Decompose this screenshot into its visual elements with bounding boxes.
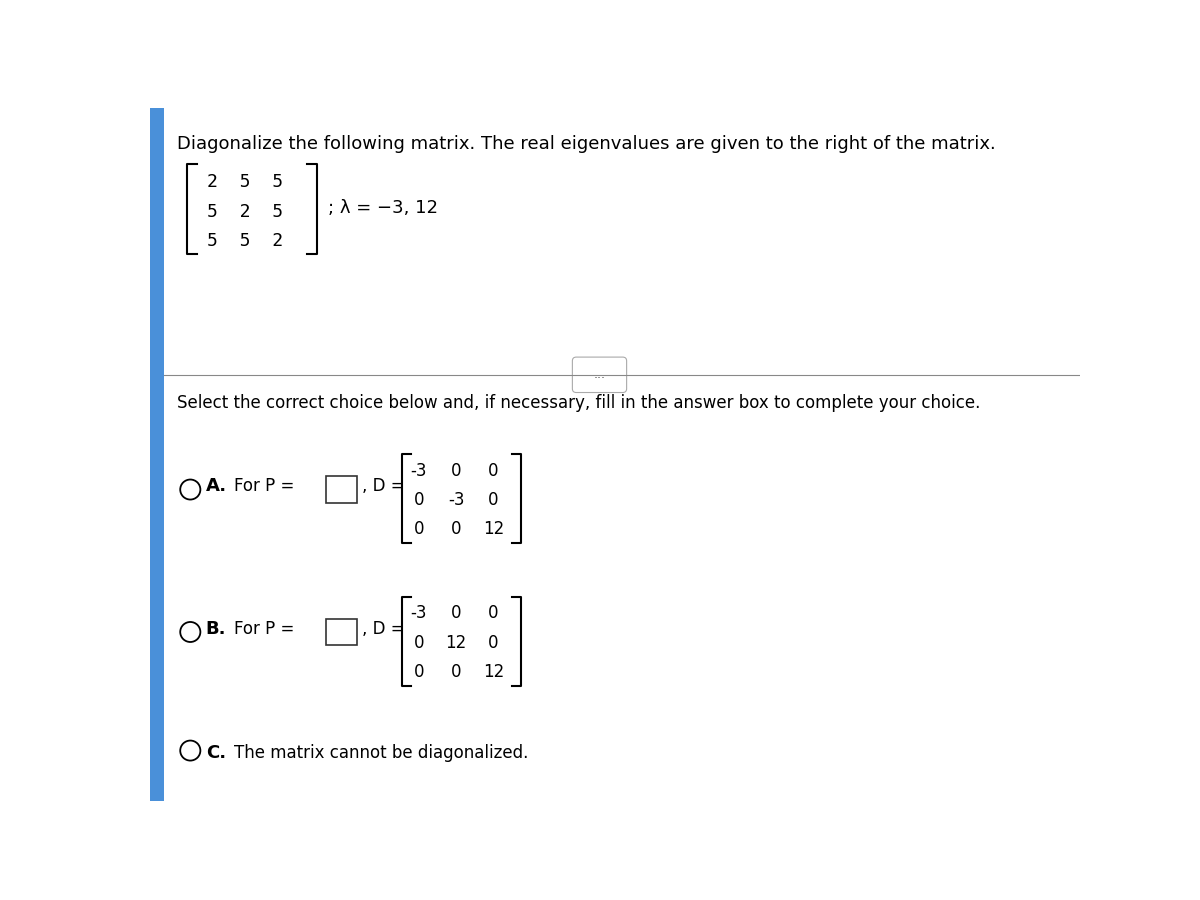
Text: For P =: For P = xyxy=(234,477,294,495)
Text: 12: 12 xyxy=(482,520,504,538)
Text: -3: -3 xyxy=(410,604,427,622)
Text: 0: 0 xyxy=(488,634,498,652)
Text: ; λ = −3, 12: ; λ = −3, 12 xyxy=(329,199,438,217)
Text: A.: A. xyxy=(206,477,227,495)
FancyBboxPatch shape xyxy=(326,476,356,502)
Text: 12: 12 xyxy=(445,634,467,652)
Text: -3: -3 xyxy=(448,491,464,509)
Text: 5  5  2: 5 5 2 xyxy=(206,232,283,250)
Text: 0: 0 xyxy=(451,604,461,622)
Text: 0: 0 xyxy=(414,520,424,538)
Text: 0: 0 xyxy=(451,662,461,680)
Text: 0: 0 xyxy=(414,491,424,509)
Text: Diagonalize the following matrix. The real eigenvalues are given to the right of: Diagonalize the following matrix. The re… xyxy=(178,135,996,153)
Text: Select the correct choice below and, if necessary, fill in the answer box to com: Select the correct choice below and, if … xyxy=(178,394,980,412)
Text: 0: 0 xyxy=(414,634,424,652)
Text: For P =: For P = xyxy=(234,620,294,638)
Text: 0: 0 xyxy=(451,462,461,480)
FancyBboxPatch shape xyxy=(150,108,164,801)
Text: 5  2  5: 5 2 5 xyxy=(206,202,283,220)
Text: B.: B. xyxy=(206,620,227,638)
Text: 2  5  5: 2 5 5 xyxy=(206,174,283,192)
Text: 0: 0 xyxy=(414,662,424,680)
Text: ...: ... xyxy=(594,368,606,382)
Text: -3: -3 xyxy=(410,462,427,480)
Text: C.: C. xyxy=(206,744,226,762)
Text: 12: 12 xyxy=(482,662,504,680)
FancyBboxPatch shape xyxy=(572,357,626,392)
Text: 0: 0 xyxy=(488,604,498,622)
Text: , D =: , D = xyxy=(361,477,404,495)
Text: 0: 0 xyxy=(451,520,461,538)
FancyBboxPatch shape xyxy=(326,619,356,645)
Text: , D =: , D = xyxy=(361,620,404,638)
Text: The matrix cannot be diagonalized.: The matrix cannot be diagonalized. xyxy=(234,744,528,762)
Text: 0: 0 xyxy=(488,462,498,480)
Text: 0: 0 xyxy=(488,491,498,509)
